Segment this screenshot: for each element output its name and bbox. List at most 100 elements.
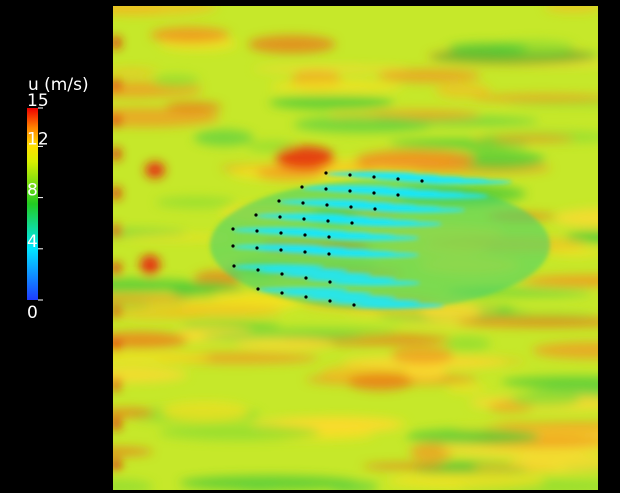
- flow-streak: [113, 417, 121, 430]
- flow-streak: [362, 463, 446, 470]
- colorbar-tick-label: 0: [27, 303, 38, 323]
- flow-streak: [377, 68, 482, 83]
- turbine: [327, 252, 331, 256]
- flow-streak: [113, 78, 121, 91]
- flow-streak: [347, 373, 414, 391]
- flow-streak: [161, 401, 249, 422]
- turbine: [256, 268, 260, 272]
- turbine: [372, 191, 376, 195]
- flow-streak: [113, 305, 121, 318]
- flow-streak: [501, 376, 598, 389]
- flow-streak: [113, 114, 121, 127]
- flow-streak: [328, 481, 379, 490]
- turbine: [324, 171, 328, 175]
- turbine: [279, 231, 283, 235]
- turbine: [350, 221, 354, 225]
- turbine: [256, 287, 260, 291]
- wake-streak: [258, 287, 348, 293]
- flow-streak: [113, 262, 121, 275]
- turbine: [325, 203, 329, 207]
- flow-streak: [152, 74, 200, 88]
- wake-streak: [282, 272, 372, 278]
- colorbar: [27, 108, 38, 300]
- flow-streak: [113, 447, 154, 457]
- velocity-field: [113, 6, 598, 490]
- flow-streak: [113, 148, 121, 161]
- colorbar-label: u (m/s): [28, 75, 89, 95]
- turbine: [232, 264, 236, 268]
- flow-streak: [531, 341, 598, 359]
- wake-streak: [234, 264, 324, 270]
- flow-streak: [390, 346, 454, 365]
- flow-streak: [565, 230, 598, 244]
- turbine: [255, 246, 259, 250]
- turbine: [327, 235, 331, 239]
- turbine: [304, 295, 308, 299]
- turbine: [303, 250, 307, 254]
- flow-streak: [165, 101, 223, 113]
- flow-streak: [293, 116, 433, 133]
- turbine: [396, 177, 400, 181]
- flow-streak: [145, 162, 165, 178]
- flow-streak: [355, 150, 475, 170]
- turbine: [328, 280, 332, 284]
- turbine: [254, 213, 258, 217]
- wake-streak: [329, 252, 419, 258]
- wake-streak: [282, 291, 372, 297]
- flow-streak: [544, 6, 598, 13]
- flow-streak: [252, 65, 410, 73]
- flow-streak: [140, 255, 160, 275]
- flow-streak: [179, 475, 359, 490]
- flow-streak: [446, 384, 488, 393]
- flow-streak: [388, 138, 529, 150]
- flow-streak: [269, 95, 395, 110]
- flow-streak: [247, 35, 336, 54]
- flow-streak: [553, 208, 598, 228]
- turbine: [352, 303, 356, 307]
- flow-streak: [269, 79, 403, 94]
- colorbar-tick-label: 12: [27, 129, 49, 149]
- flow-streak: [456, 316, 598, 328]
- wake-streak: [398, 193, 488, 199]
- wake-streak: [330, 280, 420, 286]
- flow-streak: [113, 187, 121, 200]
- flow-streak: [448, 150, 546, 170]
- turbine: [328, 299, 332, 303]
- wake-streak: [330, 299, 420, 305]
- turbine: [303, 233, 307, 237]
- turbine: [231, 227, 235, 231]
- flow-streak: [113, 278, 202, 293]
- flow-streak: [511, 392, 581, 407]
- wake-streak: [258, 268, 348, 274]
- turbine: [373, 207, 377, 211]
- flow-streak: [447, 42, 528, 55]
- flow-streak: [235, 337, 335, 350]
- turbine: [280, 291, 284, 295]
- turbine: [396, 193, 400, 197]
- flow-streak: [162, 304, 282, 318]
- turbine: [277, 199, 281, 203]
- flow-streak: [113, 339, 121, 352]
- turbine: [324, 187, 328, 191]
- turbine: [348, 173, 352, 177]
- flow-streak: [113, 6, 218, 16]
- flow-streak: [113, 351, 211, 364]
- flow-streak: [409, 443, 453, 462]
- flow-streak: [113, 458, 121, 471]
- wake-streak: [329, 235, 419, 241]
- turbine: [304, 276, 308, 280]
- flow-streak: [113, 107, 221, 128]
- colorbar-tick-label: 8: [27, 181, 38, 201]
- wake-streak: [354, 303, 444, 309]
- flow-streak: [275, 146, 335, 170]
- flow-streak: [113, 224, 121, 237]
- wake-streak: [352, 221, 442, 227]
- flow-streak: [113, 366, 188, 383]
- flow-streak: [496, 422, 598, 432]
- wake-region: [210, 180, 550, 310]
- flow-streak: [193, 129, 254, 147]
- flow-streak: [491, 134, 575, 143]
- flow-streak: [518, 277, 598, 287]
- turbine: [255, 229, 259, 233]
